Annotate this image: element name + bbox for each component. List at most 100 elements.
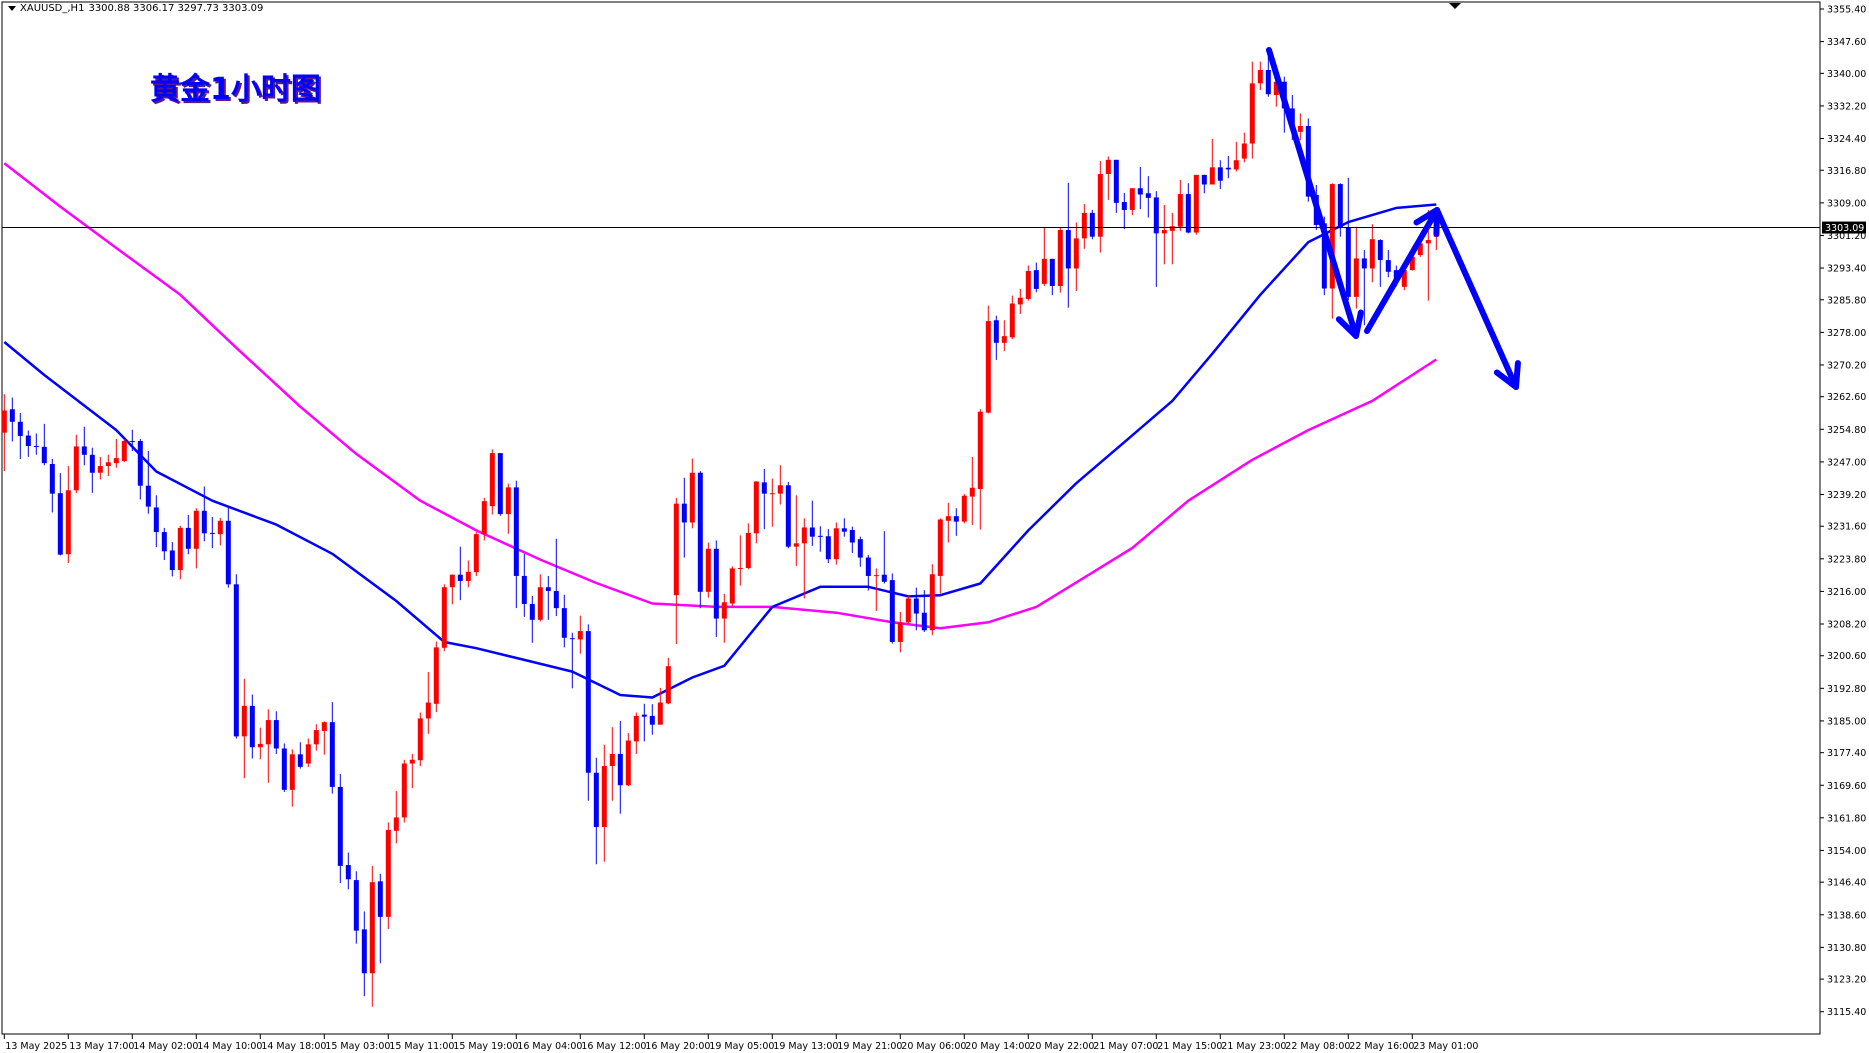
- price-tick-label: 3239.20: [1827, 490, 1866, 501]
- candle: [905, 595, 911, 624]
- candle: [737, 535, 743, 586]
- candle: [929, 564, 935, 636]
- candle-body-bullish: [737, 568, 743, 570]
- candle-body-bullish: [321, 722, 327, 731]
- candle-body-bullish: [1241, 143, 1247, 159]
- candle-body-bearish: [1153, 197, 1159, 234]
- candle-body-bullish: [113, 458, 119, 464]
- candle-body-bullish: [1425, 240, 1431, 244]
- candle: [761, 468, 767, 530]
- candle: [417, 712, 423, 767]
- candle-body-bearish: [1201, 174, 1207, 185]
- candle: [1073, 222, 1079, 292]
- price-tick-label: 3138.60: [1827, 910, 1866, 921]
- candle: [937, 518, 943, 594]
- candle-body-bullish: [289, 754, 295, 790]
- price-tick-label: 3301.20: [1827, 231, 1866, 242]
- candle-body-bearish: [1217, 167, 1223, 181]
- candle-body-bullish: [1, 410, 7, 433]
- candle-body-bearish: [1305, 125, 1311, 197]
- candle-body-bearish: [25, 435, 31, 447]
- candle-body-bullish: [897, 622, 903, 642]
- candle-body-bullish: [753, 481, 759, 534]
- candle: [1089, 209, 1095, 240]
- price-tick-label: 3154.00: [1827, 846, 1866, 857]
- candle: [489, 449, 495, 515]
- ohlc-readout: 3300.88 3306.17 3297.73 3303.09: [88, 3, 264, 14]
- candle-body-bearish: [809, 527, 815, 537]
- candle-body-bearish: [841, 528, 847, 532]
- chart-shift-marker-icon[interactable]: [1449, 3, 1461, 9]
- candle: [1145, 176, 1151, 218]
- candle-body-bearish: [225, 520, 231, 585]
- candle-body-bullish: [1161, 230, 1167, 234]
- candle: [593, 757, 599, 865]
- time-tick-label: 21 May 23:00: [1221, 1041, 1286, 1052]
- price-tick-label: 3146.40: [1827, 878, 1866, 889]
- candle: [145, 451, 151, 514]
- candle-body-bearish: [513, 487, 519, 576]
- candle: [1249, 61, 1255, 159]
- candle-body-bearish: [337, 786, 343, 866]
- candle-body-bullish: [609, 753, 615, 767]
- candle-body-bearish: [921, 612, 927, 631]
- candle: [257, 727, 263, 760]
- candle-body-bullish: [777, 485, 783, 494]
- candle-body-bearish: [641, 714, 647, 717]
- candle: [681, 477, 687, 558]
- candle: [609, 727, 615, 801]
- candle: [745, 523, 751, 570]
- candle: [81, 426, 87, 466]
- candle-body-bearish: [993, 320, 999, 343]
- time-tick-label: 16 May 12:00: [581, 1041, 646, 1052]
- candle-body-bearish: [585, 631, 591, 773]
- time-tick-label: 20 May 14:00: [965, 1041, 1030, 1052]
- candle: [393, 791, 399, 844]
- candle-body-bearish: [185, 527, 191, 549]
- candle: [1361, 250, 1367, 326]
- candle-body-bullish: [97, 466, 103, 473]
- price-tick-label: 3316.80: [1827, 166, 1866, 177]
- time-tick-label: 22 May 16:00: [1349, 1041, 1414, 1052]
- candle-body-bullish: [1249, 83, 1255, 144]
- candle-body-bullish: [721, 602, 727, 619]
- candle-body-bullish: [601, 766, 607, 828]
- candle: [529, 595, 535, 643]
- candle-body-bearish: [1185, 194, 1191, 233]
- candle-body-bearish: [57, 493, 63, 555]
- trend-arrow-icon: [1266, 47, 1364, 339]
- price-tick-label: 3115.40: [1827, 1007, 1866, 1018]
- candle: [1225, 156, 1231, 179]
- candle-body-bullish: [105, 462, 111, 467]
- candle-body-bullish: [689, 472, 695, 523]
- candle-body-bearish: [1385, 260, 1391, 272]
- candle-body-bullish: [1017, 297, 1023, 305]
- candle-body-bearish: [713, 548, 719, 619]
- candle: [1137, 166, 1143, 210]
- candle: [153, 495, 159, 548]
- candle-body-bullish: [1097, 174, 1103, 237]
- candle: [977, 409, 983, 530]
- candle: [169, 542, 175, 577]
- candle: [857, 536, 863, 567]
- candle-body-bullish: [1353, 258, 1359, 297]
- candle: [1113, 159, 1119, 213]
- dropdown-triangle-icon[interactable]: [8, 6, 16, 11]
- time-tick-label: 15 May 19:00: [453, 1041, 518, 1052]
- candle: [1185, 183, 1191, 234]
- candle: [953, 508, 959, 536]
- price-tick-label: 3332.20: [1827, 101, 1866, 112]
- candle: [1049, 258, 1055, 296]
- candle: [1257, 61, 1263, 91]
- candle: [1129, 188, 1135, 215]
- candle: [113, 438, 119, 468]
- candle-body-bearish: [1137, 188, 1143, 195]
- candle: [9, 397, 15, 442]
- arrow-shaft: [1364, 207, 1440, 334]
- candle-body-bearish: [49, 463, 55, 494]
- candle-body-bearish: [825, 536, 831, 560]
- candle: [225, 506, 231, 588]
- candle: [1081, 204, 1087, 249]
- candle: [457, 546, 463, 601]
